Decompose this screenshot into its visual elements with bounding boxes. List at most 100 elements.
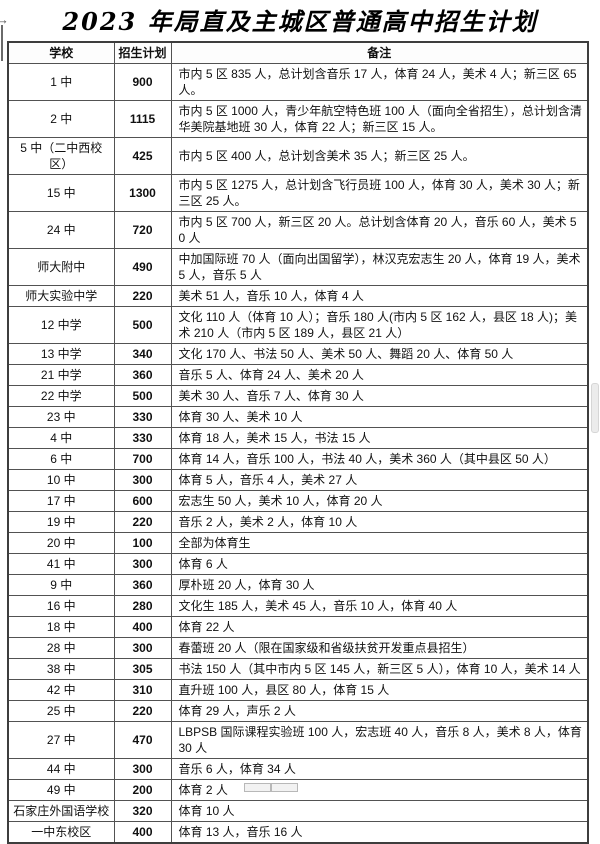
school-cell: 20 中 <box>7 532 115 554</box>
table-row: 4 中 330 体育 18 人，美术 15 人，书法 15 人 <box>7 427 589 449</box>
plan-cell: 300 <box>113 469 172 491</box>
school-cell: 38 中 <box>7 658 115 680</box>
plan-cell: 490 <box>113 248 172 286</box>
remark-cell: 体育 2 人 <box>170 779 589 801</box>
plan-cell: 330 <box>113 427 172 449</box>
school-cell: 5 中（二中西校区） <box>7 137 115 175</box>
table-row: 24 中 720 市内 5 区 700 人，新三区 20 人。总计划含体育 20… <box>7 211 589 249</box>
school-cell: 6 中 <box>7 448 115 470</box>
plan-cell: 300 <box>113 758 172 780</box>
plan-cell: 330 <box>113 406 172 428</box>
school-cell: 23 中 <box>7 406 115 428</box>
table-row: 1 中 900 市内 5 区 835 人，总计划含音乐 17 人，体育 24 人… <box>7 63 589 101</box>
table-row: 师大实验中学 220 美术 51 人，音乐 10 人，体育 4 人 <box>7 285 589 307</box>
column-header-remark: 备注 <box>170 41 589 64</box>
plan-cell: 720 <box>113 211 172 249</box>
plan-cell: 900 <box>113 63 172 101</box>
table-row: 10 中 300 体育 5 人，音乐 4 人，美术 27 人 <box>7 469 589 491</box>
school-cell: 石家庄外国语学校 <box>7 800 115 822</box>
remark-cell: 体育 22 人 <box>170 616 589 638</box>
school-cell: 17 中 <box>7 490 115 512</box>
plan-cell: 100 <box>113 532 172 554</box>
table-row: 20 中 100 全部为体育生 <box>7 532 589 554</box>
plan-cell: 305 <box>113 658 172 680</box>
plan-cell: 360 <box>113 574 172 596</box>
school-cell: 9 中 <box>7 574 115 596</box>
page-title: 2023 年局直及主城区普通高中招生计划 <box>62 7 538 36</box>
table-header-row: 学校 招生计划 备注 <box>7 41 589 64</box>
table-row: 41 中 300 体育 6 人 <box>7 553 589 575</box>
plan-cell: 700 <box>113 448 172 470</box>
remark-cell: 体育 29 人，声乐 2 人 <box>170 700 589 722</box>
table-row: 15 中 1300 市内 5 区 1275 人，总计划含飞行员班 100 人，体… <box>7 174 589 212</box>
table-row: 13 中学 340 文化 170 人、书法 50 人、美术 50 人、舞蹈 20… <box>7 343 589 365</box>
plan-cell: 220 <box>113 700 172 722</box>
school-cell: 22 中学 <box>7 385 115 407</box>
table-row: 23 中 330 体育 30 人、美术 10 人 <box>7 406 589 428</box>
plan-cell: 300 <box>113 553 172 575</box>
school-cell: 18 中 <box>7 616 115 638</box>
table-row: 22 中学 500 美术 30 人、音乐 7 人、体育 30 人 <box>7 385 589 407</box>
column-header-school: 学校 <box>7 41 115 64</box>
text-cursor-caret <box>1 25 3 61</box>
plan-cell: 470 <box>113 721 172 759</box>
school-cell: 24 中 <box>7 211 115 249</box>
remark-cell: 音乐 2 人，美术 2 人，体育 10 人 <box>170 511 589 533</box>
plan-cell: 1115 <box>113 100 172 138</box>
remark-cell: 体育 6 人 <box>170 553 589 575</box>
table-row: 9 中 360 厚朴班 20 人，体育 30 人 <box>7 574 589 596</box>
table-row: 44 中 300 音乐 6 人，体育 34 人 <box>7 758 589 780</box>
school-cell: 21 中学 <box>7 364 115 386</box>
remark-cell: 市内 5 区 1275 人，总计划含飞行员班 100 人，体育 30 人，美术 … <box>170 174 589 212</box>
school-cell: 49 中 <box>7 779 115 801</box>
remark-cell: 文化 110 人（体育 10 人）；音乐 180 人(市内 5 区 162 人，… <box>170 306 589 344</box>
plan-cell: 500 <box>113 385 172 407</box>
school-cell: 1 中 <box>7 63 115 101</box>
school-cell: 41 中 <box>7 553 115 575</box>
table-row: 师大附中 490 中加国际班 70 人（面向出国留学），林汉克宏志生 20 人，… <box>7 248 589 286</box>
school-cell: 25 中 <box>7 700 115 722</box>
remark-cell: 体育 5 人，音乐 4 人，美术 27 人 <box>170 469 589 491</box>
remark-cell: 文化 170 人、书法 50 人、美术 50 人、舞蹈 20 人、体育 50 人 <box>170 343 589 365</box>
table-row: 2 中 1115 市内 5 区 1000 人，青少年航空特色班 100 人（面向… <box>7 100 589 138</box>
school-cell: 13 中学 <box>7 343 115 365</box>
remark-cell: 体育 10 人 <box>170 800 589 822</box>
table-row: 42 中 310 直升班 100 人，县区 80 人，体育 15 人 <box>7 679 589 701</box>
plan-cell: 425 <box>113 137 172 175</box>
table-row: 12 中学 500 文化 110 人（体育 10 人）；音乐 180 人(市内 … <box>7 306 589 344</box>
remark-cell: 书法 150 人（其中市内 5 区 145 人，新三区 5 人），体育 10 人… <box>170 658 589 680</box>
table-row: 21 中学 360 音乐 5 人、体育 24 人、美术 20 人 <box>7 364 589 386</box>
school-cell: 12 中学 <box>7 306 115 344</box>
remark-cell: 美术 51 人，音乐 10 人，体育 4 人 <box>170 285 589 307</box>
remark-cell: 市内 5 区 835 人，总计划含音乐 17 人，体育 24 人，美术 4 人；… <box>170 63 589 101</box>
school-cell: 10 中 <box>7 469 115 491</box>
remark-cell: 厚朴班 20 人，体育 30 人 <box>170 574 589 596</box>
remark-cell: 市内 5 区 1000 人，青少年航空特色班 100 人（面向全省招生），总计划… <box>170 100 589 138</box>
table-row: 28 中 300 春蕾班 20 人（限在国家级和省级扶贫开发重点县招生） <box>7 637 589 659</box>
scrollbar-fragment[interactable] <box>591 383 599 433</box>
table-row: 6 中 700 体育 14 人，音乐 100 人，书法 40 人，美术 360 … <box>7 448 589 470</box>
remark-cell: 体育 30 人、美术 10 人 <box>170 406 589 428</box>
remark-cell: 体育 14 人，音乐 100 人，书法 40 人，美术 360 人（其中县区 5… <box>170 448 589 470</box>
table-row: 18 中 400 体育 22 人 <box>7 616 589 638</box>
plan-cell: 320 <box>113 800 172 822</box>
remark-cell: 市内 5 区 400 人，总计划含美术 35 人；新三区 25 人。 <box>170 137 589 175</box>
tab-arrow-icon: → <box>0 12 9 27</box>
plan-cell: 600 <box>113 490 172 512</box>
plan-cell: 360 <box>113 364 172 386</box>
plan-cell: 400 <box>113 821 172 844</box>
remark-cell: 文化生 185 人，美术 45 人，音乐 10 人，体育 40 人 <box>170 595 589 617</box>
plan-cell: 300 <box>113 637 172 659</box>
remark-cell: 体育 18 人，美术 15 人，书法 15 人 <box>170 427 589 449</box>
plan-cell: 280 <box>113 595 172 617</box>
remark-cell: LBPSB 国际课程实验班 100 人，宏志班 40 人，音乐 8 人，美术 8… <box>170 721 589 759</box>
table-row: 17 中 600 宏志生 50 人，美术 10 人，体育 20 人 <box>7 490 589 512</box>
table-row: 49 中 200 体育 2 人 <box>7 779 589 801</box>
plan-cell: 500 <box>113 306 172 344</box>
remark-cell: 直升班 100 人，县区 80 人，体育 15 人 <box>170 679 589 701</box>
remark-cell: 全部为体育生 <box>170 532 589 554</box>
table-row: 27 中 470 LBPSB 国际课程实验班 100 人，宏志班 40 人，音乐… <box>7 721 589 759</box>
plan-cell: 220 <box>113 285 172 307</box>
school-cell: 2 中 <box>7 100 115 138</box>
